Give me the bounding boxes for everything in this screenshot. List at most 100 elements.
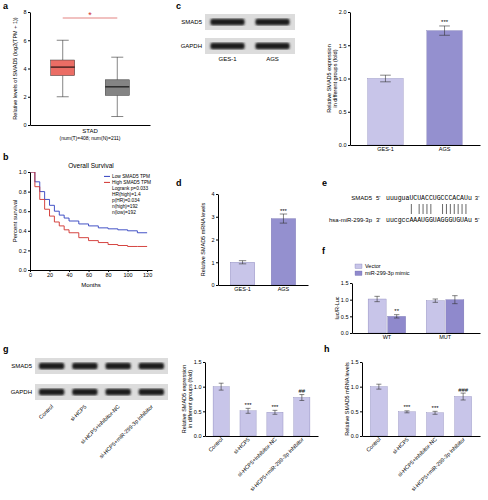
sequence-name: SMAD5 xyxy=(351,195,372,201)
error-cap xyxy=(239,260,246,261)
legend-swatch xyxy=(104,182,110,183)
tick-label: 100 xyxy=(124,272,133,278)
error-cap xyxy=(439,25,450,26)
tick: 0.5 xyxy=(351,409,362,415)
tick-label: 8 xyxy=(23,9,26,15)
tick-label: 0.8 xyxy=(19,189,27,195)
significance: *** xyxy=(271,404,279,410)
tick: 120 xyxy=(143,270,152,278)
legend-note: n(low)=192 xyxy=(112,210,136,215)
tick-mark xyxy=(350,300,352,301)
caption: (num(T)=408; num(N)=211) xyxy=(59,135,120,141)
bar xyxy=(427,413,444,436)
error-cap xyxy=(461,393,466,394)
tick-label: 1.0 xyxy=(339,76,347,82)
error-cap xyxy=(219,383,224,384)
blot-lane-label: si-HCP5+miR-299-3p inhibitor xyxy=(98,403,154,459)
tick: 20 xyxy=(47,270,53,278)
error-cap xyxy=(380,81,391,82)
error-cap xyxy=(239,263,246,264)
axis-line xyxy=(206,436,319,437)
tick-label: 0 xyxy=(23,122,26,128)
blot-band xyxy=(72,363,97,369)
tick-mark xyxy=(28,40,30,41)
tick: 1.5 xyxy=(351,359,362,365)
sequence-end: 3' xyxy=(376,217,380,223)
whisker-cap xyxy=(57,96,69,97)
tick-label: 1.0 xyxy=(194,384,202,390)
tick: 1 xyxy=(211,260,218,266)
error-bar xyxy=(385,75,386,82)
base-pair xyxy=(419,204,420,214)
plot-area xyxy=(370,384,471,436)
tick-label: si-HCP5 xyxy=(391,436,410,455)
tick: 3 xyxy=(211,214,218,220)
tick: 1.5 xyxy=(339,43,350,49)
tick-mark xyxy=(28,250,30,251)
annotations: ******## xyxy=(245,388,306,410)
tick: 60 xyxy=(86,270,92,278)
tick-mark xyxy=(350,333,352,334)
tick: si-HCP5 xyxy=(232,436,251,455)
tick-label: 3 xyxy=(211,214,214,220)
tick-label: 0.0 xyxy=(194,433,202,439)
legend: Low SMAD5 TPMHigh SMAD5 TPMLogrank p=0.0… xyxy=(104,174,151,215)
tick: 80 xyxy=(106,270,112,278)
tick-mark xyxy=(203,362,205,363)
tick: 0.5 xyxy=(341,314,352,320)
tick-label: 1.5 xyxy=(341,280,349,286)
tick-label: 0.6 xyxy=(19,208,27,214)
tick: 0.5 xyxy=(194,409,205,415)
tick: 0.0 xyxy=(351,433,362,439)
error-cap xyxy=(394,314,399,315)
whisker xyxy=(117,95,118,116)
tick-label: 0 xyxy=(29,272,32,278)
significance: ### xyxy=(458,387,469,393)
blot-band xyxy=(255,43,289,49)
error-cap xyxy=(246,408,251,409)
tick-mark xyxy=(348,79,350,80)
tick-mark xyxy=(348,12,350,13)
base-pair xyxy=(423,204,424,214)
tick-label: 0.5 xyxy=(341,314,349,320)
label-line: Relative SMAD5 expression xyxy=(326,44,332,112)
bar xyxy=(370,387,387,436)
error-bar xyxy=(274,410,275,414)
tick-label: 2.0 xyxy=(339,9,347,15)
tick: 6 xyxy=(23,38,30,44)
tick-mark xyxy=(28,270,30,271)
bar xyxy=(213,387,229,436)
base-pair xyxy=(458,204,459,214)
significance: *** xyxy=(432,405,440,411)
legend-note: HR(high)=1.4 xyxy=(112,192,141,197)
tick: 40 xyxy=(66,270,72,278)
tick: GES-1 xyxy=(377,146,394,152)
plot-area xyxy=(368,296,464,333)
title: Overall Survival xyxy=(68,162,114,169)
axis: 0.00.51.01.52.0 xyxy=(339,9,351,148)
tick-mark xyxy=(28,192,30,193)
tick: 0 xyxy=(29,270,32,278)
tick-label: 120 xyxy=(143,272,152,278)
significance: *** xyxy=(403,404,411,410)
tick: GES-1 xyxy=(234,286,251,292)
annotations: *** *** ### xyxy=(403,387,468,411)
axis: 02468 xyxy=(23,9,30,128)
tick-label: AGS xyxy=(439,146,451,152)
bar xyxy=(271,219,296,285)
legend-swatch xyxy=(355,264,362,269)
error-bar xyxy=(435,299,436,302)
tick: 1.0 xyxy=(194,384,205,390)
error-bar xyxy=(378,384,379,389)
whisker xyxy=(62,76,63,97)
median xyxy=(105,86,129,87)
plot-area xyxy=(51,40,130,116)
tick-label: 0.5 xyxy=(339,109,347,115)
tick-mark xyxy=(203,411,205,412)
tick-mark xyxy=(28,231,30,232)
error-cap xyxy=(374,296,379,297)
legend-entry: Low SMAD5 TPM xyxy=(112,174,150,179)
error-cap xyxy=(433,414,438,415)
tick-mark xyxy=(28,69,30,70)
error-bar xyxy=(242,261,243,264)
